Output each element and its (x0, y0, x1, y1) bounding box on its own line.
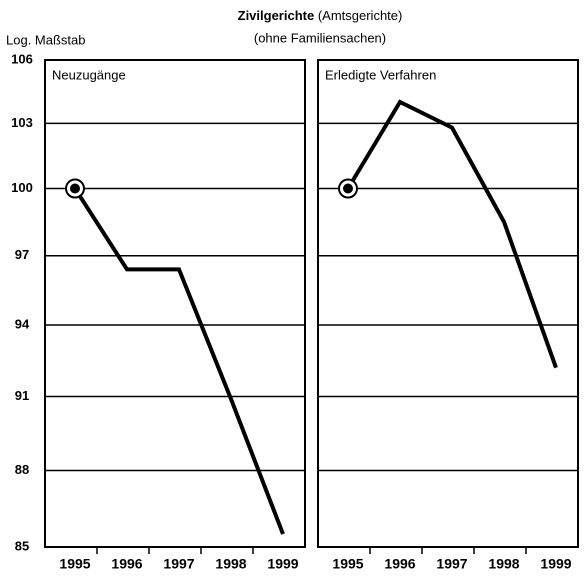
x-tick-label: 1999 (540, 556, 571, 572)
x-tick-label: 1996 (111, 556, 142, 572)
y-tick-label: 97 (15, 247, 29, 262)
panel-frame (317, 59, 579, 548)
base-marker (343, 183, 353, 194)
x-tick-label: 1998 (215, 556, 246, 572)
x-tick-label: 1997 (436, 556, 467, 572)
y-tick-label: 85 (15, 538, 29, 553)
chart-title: Zivilgerichte (Amtsgerichte) (238, 8, 403, 23)
x-tick-label: 1995 (332, 556, 363, 572)
y-tick-label: 91 (15, 388, 29, 403)
x-tick-label: 1995 (59, 556, 90, 572)
x-tick-label: 1999 (267, 556, 298, 572)
x-tick-label: 1997 (163, 556, 194, 572)
base-marker (70, 183, 80, 194)
y-tick-label: 100 (11, 180, 33, 195)
title-note: (Amtsgerichte) (318, 8, 403, 23)
y-axis-label: Log. Maßstab (6, 32, 86, 47)
panel-title: Erledigte Verfahren (325, 67, 436, 82)
line (73, 187, 285, 535)
x-tick-label: 1998 (488, 556, 519, 572)
x-tick-label: 1996 (384, 556, 415, 572)
y-tick-label: 94 (15, 316, 30, 331)
y-tick-label: 106 (11, 51, 33, 66)
y-tick-label: 103 (11, 115, 33, 130)
chart-subtitle: (ohne Familiensachen) (254, 30, 386, 45)
line (346, 99, 558, 369)
y-tick-label: 88 (15, 462, 29, 477)
title-main: Zivilgerichte (238, 8, 315, 23)
panel-title: Neuzugänge (52, 67, 126, 82)
panel-frame (44, 59, 306, 548)
